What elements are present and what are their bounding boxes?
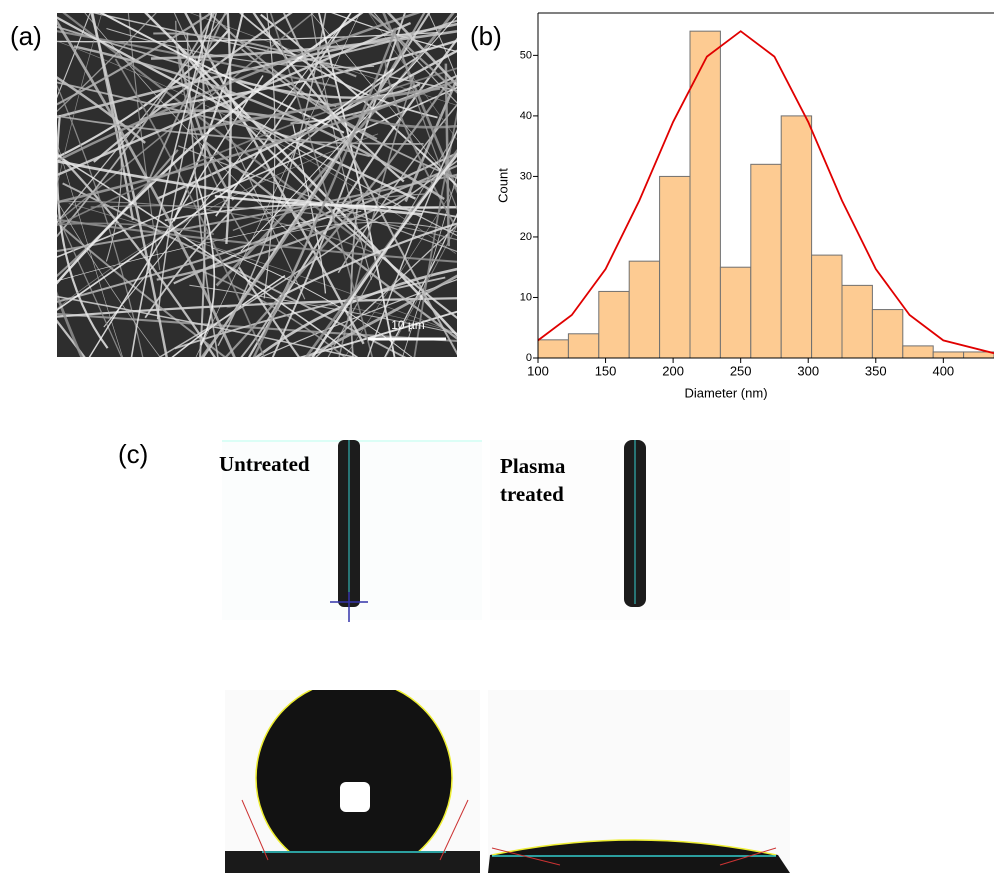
x-tick-label: 400 [932,363,954,378]
scale-bar-label: 10 µm [391,318,425,332]
y-tick-label: 10 [520,291,532,303]
y-tick-label: 0 [526,352,532,364]
bar [812,255,842,358]
y-tick-label: 20 [520,231,532,243]
bar [781,116,811,358]
sample-label: Plasma treated [500,452,590,508]
bar [751,164,781,358]
y-axis-label: Count [495,168,510,203]
y-tick-label: 30 [520,170,532,182]
x-axis-label: Diameter (nm) [684,385,767,400]
x-tick-label: 250 [730,363,752,378]
bar [903,346,933,358]
sample-label: Untreated [219,452,310,476]
bar [842,285,872,358]
panel-label: (b) [470,21,502,51]
substrate [225,851,480,873]
bar [720,267,750,358]
figure: (a) (b) (c) 10 µm 100 150 200 250 300 350 400 0… [0,0,994,873]
bar [538,340,568,358]
reflection [340,782,370,812]
panel-label: (c) [118,439,148,469]
x-tick-label: 150 [595,363,617,378]
bar [629,261,659,358]
droplet [256,680,452,873]
bar [599,291,629,358]
histogram: 100 150 200 250 300 350 400 0 10 20 30 40 50 Diameter… [495,13,994,400]
panel-label: (a) [10,21,42,51]
y-tick-label: 50 [520,49,532,61]
bar [872,310,902,358]
x-tick-label: 300 [797,363,819,378]
bar [933,352,963,358]
x-tick-label: 350 [865,363,887,378]
x-tick-label: 100 [527,363,549,378]
bar [568,334,598,358]
bar [660,176,690,358]
x-tick-label: 200 [662,363,684,378]
y-tick-label: 40 [520,110,532,122]
figure-canvas: (a) (b) (c) 10 µm 100 150 200 250 300 350 400 0… [0,0,994,873]
